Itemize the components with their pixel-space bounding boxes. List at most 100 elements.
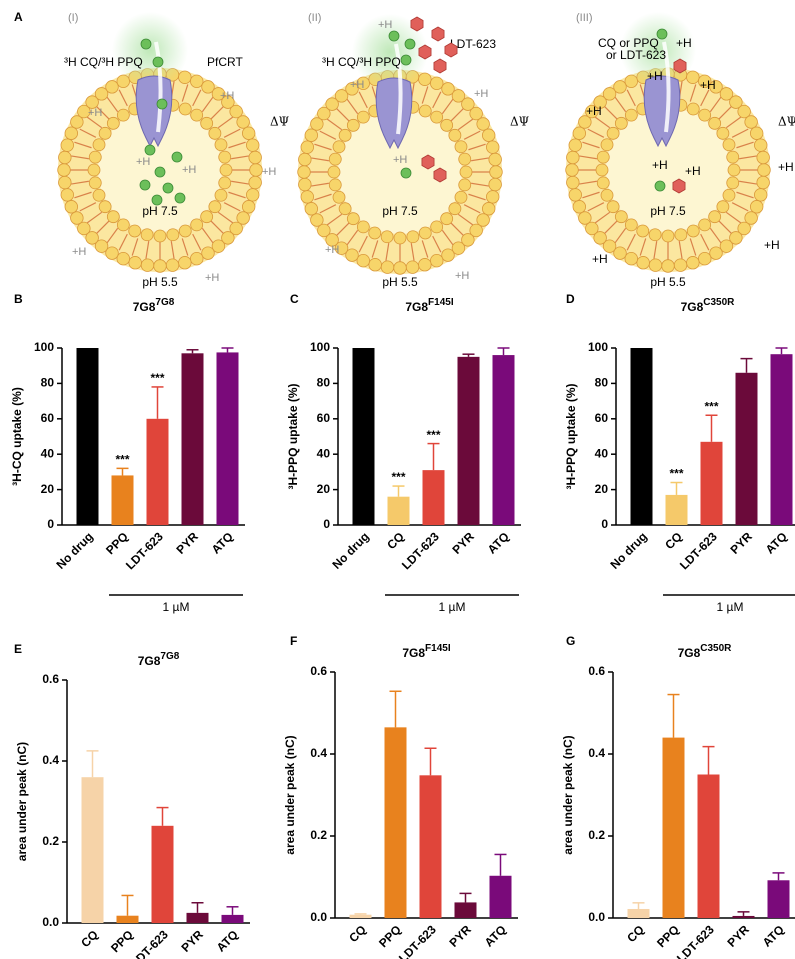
lipid-tail <box>468 143 486 151</box>
lipid-head <box>64 126 79 140</box>
y-tick-label: 100 <box>588 340 608 354</box>
lipid-head <box>208 200 222 214</box>
diagram-label: ³H CQ/³H PPQ <box>322 55 401 69</box>
proton: +H <box>88 107 102 119</box>
drug-molecule <box>140 38 152 50</box>
lipid-tail <box>311 157 329 162</box>
y-tick-label: 0.6 <box>310 664 327 678</box>
lipid-head <box>201 80 215 94</box>
lipid-tail <box>700 89 710 107</box>
lipid-tail <box>709 96 722 113</box>
lipid-tail <box>118 89 128 107</box>
x-tick-label: CQ <box>78 927 101 950</box>
lipid-head <box>85 231 99 245</box>
lipid-head <box>165 258 180 272</box>
drug-molecule <box>139 179 151 191</box>
lipid-tail <box>450 107 465 122</box>
lipid-head <box>458 152 472 166</box>
lipid-tail <box>145 241 150 259</box>
inner-ph: pH 7.5 <box>142 204 178 218</box>
bar <box>662 737 685 918</box>
pfcrt <box>375 77 413 150</box>
x-tick-label: PYR <box>725 922 753 950</box>
lipid-tail <box>614 96 627 113</box>
lipid-head <box>393 261 407 275</box>
chart-title: 7G87G8 <box>138 651 180 669</box>
chart-title: 7G8F145I <box>402 643 450 661</box>
subpanel-numeral: (III) <box>576 12 593 24</box>
significance: *** <box>669 467 683 481</box>
ldt-molecule <box>444 42 458 58</box>
lipid-head <box>686 70 700 84</box>
lipid-tail <box>594 116 611 129</box>
bar <box>76 348 99 525</box>
bar <box>181 353 204 525</box>
bar <box>770 354 793 525</box>
lipid-head <box>441 82 455 96</box>
lipid-head <box>368 258 382 272</box>
lipid-head <box>708 210 722 224</box>
lipid-head <box>70 115 84 129</box>
lipid-head <box>441 248 455 262</box>
lipid-head <box>58 175 72 190</box>
y-tick-label: 0.2 <box>588 828 605 842</box>
outer-ph: pH 5.5 <box>142 275 178 289</box>
title-main: 7G8 <box>402 646 425 660</box>
lipid-head <box>116 108 130 122</box>
y-tick-label: 80 <box>595 376 609 390</box>
diagram-label: CQ or PPQ <box>598 36 659 50</box>
lipid-head <box>214 188 228 202</box>
bar <box>454 902 477 918</box>
x-tick-label: No drug <box>53 529 95 571</box>
ldt-molecule <box>672 178 686 194</box>
lipid-head <box>488 177 502 192</box>
lipid-head <box>756 150 770 165</box>
lipid-tail <box>639 238 647 256</box>
subpanel-numeral: (II) <box>308 12 321 24</box>
x-tick-label: PPQ <box>103 529 131 557</box>
lipid-tail <box>689 84 697 102</box>
lipid-head <box>77 104 91 119</box>
lipid-tail <box>201 227 214 244</box>
y-axis-label: area under peak (nC) <box>561 735 575 854</box>
lipid-head <box>221 95 235 109</box>
lipid-tail <box>131 238 139 256</box>
pfcrt <box>135 75 173 148</box>
lipid-tail <box>79 128 97 138</box>
lipid-head <box>241 126 256 140</box>
lipid-head <box>190 251 204 266</box>
lipid-tail <box>95 105 110 120</box>
lipid-tail <box>457 213 474 226</box>
panel-letter: F <box>290 634 297 648</box>
ldt-molecule <box>433 58 447 74</box>
y-tick-label: 0.0 <box>310 910 327 924</box>
y-tick-label: 0 <box>323 517 330 531</box>
lipid-tail <box>432 235 442 253</box>
lipid-tail <box>79 202 97 212</box>
inner-ph: pH 7.5 <box>650 204 686 218</box>
ldt-molecule <box>673 58 687 74</box>
proton: +H <box>592 252 608 266</box>
lipid-head <box>418 72 432 86</box>
lipid-head <box>298 152 312 167</box>
bar <box>735 372 758 525</box>
x-tick-label: ATQ <box>209 529 236 556</box>
lipid-head <box>178 256 192 270</box>
lipid-tail <box>228 141 246 149</box>
lipid-head <box>648 258 663 272</box>
lipid-head <box>94 87 109 101</box>
title-main: 7G8 <box>405 300 428 314</box>
lipid-head <box>726 150 740 164</box>
x-tick-label: LDT-623 <box>128 927 171 959</box>
y-axis-label: area under peak (nC) <box>15 742 29 861</box>
lipid-tail <box>718 105 733 120</box>
y-axis-label: area under peak (nC) <box>283 735 297 854</box>
bar <box>221 914 244 923</box>
lipid-head <box>405 260 420 274</box>
lipid-head <box>636 224 650 238</box>
lipid-head <box>334 89 349 103</box>
lipid-head <box>249 163 263 177</box>
lipid-tail <box>319 204 337 214</box>
x-tick-label: PYR <box>450 529 478 557</box>
lipid-head <box>418 104 432 118</box>
